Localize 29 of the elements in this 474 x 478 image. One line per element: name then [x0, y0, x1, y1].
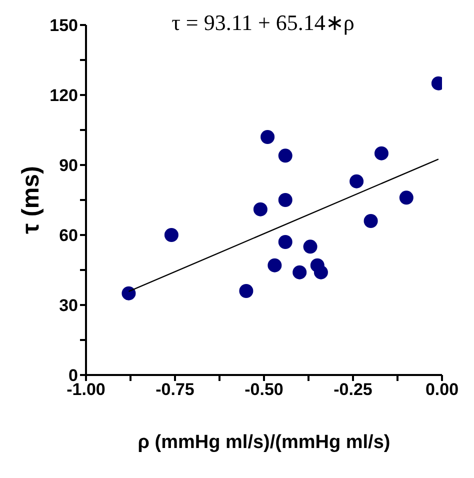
point	[164, 228, 178, 242]
point	[268, 258, 282, 272]
point	[278, 148, 292, 163]
x-tick-label: -0.25	[334, 380, 372, 400]
point	[303, 240, 318, 254]
y-tick-label: 60	[59, 226, 78, 246]
point	[260, 130, 275, 144]
point	[364, 214, 378, 228]
point	[399, 190, 414, 205]
point	[239, 284, 254, 298]
point	[350, 174, 364, 188]
y-tick-label: 90	[59, 156, 78, 176]
x-tick-label: 0.00	[425, 380, 459, 400]
x-tick-label: -0.50	[244, 380, 284, 400]
y-tick-label: 120	[50, 86, 78, 106]
x-tick-label: -1.00	[66, 380, 106, 400]
point	[314, 265, 328, 280]
point	[278, 193, 292, 207]
point	[122, 286, 136, 300]
point	[278, 235, 292, 249]
x-axis-title: ρ (mmHg ml/s)/(mmHg ml/s)	[138, 432, 390, 453]
y-axis-title: τ (ms)	[17, 166, 44, 234]
y-tick-label: 30	[59, 296, 78, 316]
point	[374, 146, 388, 160]
chart-title: τ = 93.11 + 65.14∗ρ	[170, 10, 356, 36]
point	[253, 202, 268, 216]
x-tick-label: -0.75	[156, 380, 194, 400]
y-tick-label: 150	[50, 16, 78, 36]
point	[292, 265, 307, 280]
